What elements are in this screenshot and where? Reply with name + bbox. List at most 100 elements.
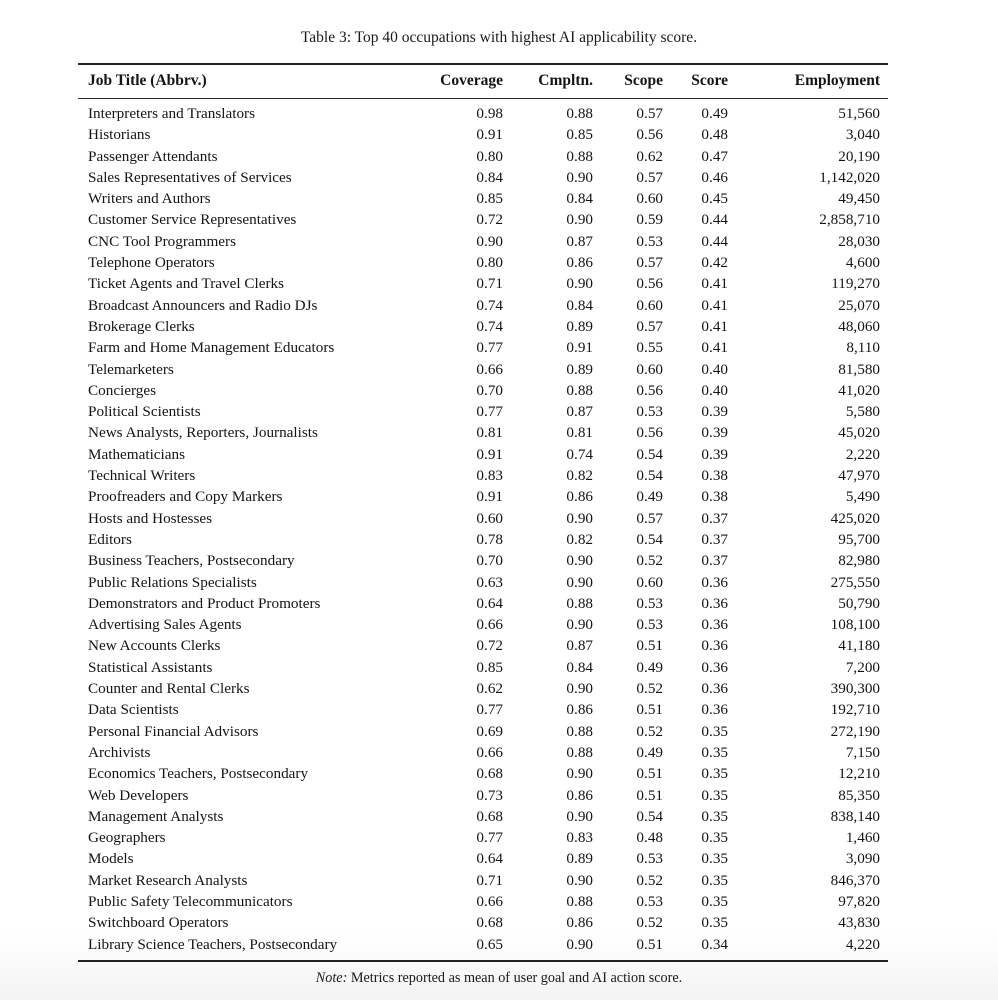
job-title-cell: Writers and Authors — [88, 190, 211, 208]
employment-cell: 82,980 — [838, 552, 880, 570]
completion-cell: 0.87 — [566, 637, 593, 655]
score-cell: 0.34 — [701, 935, 728, 953]
job-title-cell: Customer Service Representatives — [88, 211, 297, 229]
completion-cell: 0.90 — [566, 765, 593, 783]
completion-cell: 0.88 — [566, 105, 593, 122]
employment-cell: 5,490 — [845, 488, 880, 506]
employment-cell: 8,110 — [846, 339, 880, 357]
scope-cell: 0.53 — [636, 850, 663, 868]
score-cell: 0.36 — [701, 680, 728, 698]
score-cell: 0.42 — [701, 254, 728, 272]
coverage-cell: 0.74 — [476, 317, 503, 335]
completion-cell: 0.84 — [566, 296, 593, 314]
employment-cell: 95,700 — [838, 530, 880, 548]
employment-cell: 846,370 — [830, 871, 880, 889]
table-row: Web Developers 0.73 0.86 0.51 0.35 85,35… — [78, 785, 888, 806]
employment-cell: 3,090 — [845, 850, 880, 868]
completion-cell: 0.90 — [566, 680, 593, 698]
scope-cell: 0.53 — [636, 232, 663, 250]
coverage-cell: 0.64 — [476, 850, 503, 868]
table-row: Concierges 0.70 0.88 0.56 0.40 41,020 — [78, 380, 888, 401]
coverage-cell: 0.68 — [476, 914, 503, 932]
scope-cell: 0.49 — [636, 658, 663, 676]
employment-cell: 47,970 — [838, 467, 880, 485]
completion-cell: 0.86 — [566, 786, 593, 804]
score-cell: 0.35 — [701, 786, 728, 804]
score-cell: 0.36 — [701, 637, 728, 655]
coverage-cell: 0.70 — [476, 552, 503, 570]
employment-cell: 48,060 — [838, 317, 880, 335]
score-cell: 0.35 — [701, 807, 728, 825]
note-prefix: Note: — [315, 969, 348, 986]
job-title-cell: Broadcast Announcers and Radio DJs — [88, 296, 318, 314]
coverage-cell: 0.90 — [476, 232, 503, 250]
job-title-cell: Historians — [88, 126, 151, 144]
scope-cell: 0.52 — [636, 680, 663, 698]
column-header-employment: Employment — [728, 64, 888, 99]
table-row: Hosts and Hostesses 0.60 0.90 0.57 0.37 … — [78, 508, 888, 529]
scope-cell: 0.52 — [636, 552, 663, 570]
table-row: Personal Financial Advisors 0.69 0.88 0.… — [78, 721, 888, 742]
table-row: Mathematicians 0.91 0.74 0.54 0.39 2,220 — [78, 444, 888, 465]
coverage-cell: 0.73 — [476, 786, 503, 804]
score-cell: 0.35 — [701, 892, 728, 910]
coverage-cell: 0.72 — [476, 211, 503, 229]
job-title-cell: Interpreters and Translators — [88, 105, 256, 122]
employment-cell: 1,142,020 — [819, 168, 880, 186]
score-cell: 0.37 — [701, 509, 728, 527]
table-row: News Analysts, Reporters, Journalists 0.… — [78, 422, 888, 443]
scope-cell: 0.49 — [636, 743, 663, 761]
employment-cell: 12,210 — [838, 765, 880, 783]
job-title-cell: Economics Teachers, Postsecondary — [88, 765, 309, 783]
completion-cell: 0.81 — [566, 424, 593, 442]
score-cell: 0.35 — [701, 743, 728, 761]
coverage-cell: 0.74 — [476, 296, 503, 314]
job-title-cell: Farm and Home Management Educators — [88, 339, 335, 357]
score-cell: 0.35 — [701, 850, 728, 868]
completion-cell: 0.89 — [566, 317, 593, 335]
job-title-cell: Business Teachers, Postsecondary — [88, 552, 295, 570]
score-cell: 0.41 — [701, 296, 728, 314]
employment-cell: 2,858,710 — [819, 211, 880, 229]
job-title-cell: News Analysts, Reporters, Journalists — [88, 424, 318, 442]
employment-cell: 20,190 — [838, 147, 880, 165]
employment-cell: 7,150 — [845, 743, 880, 761]
completion-cell: 0.91 — [566, 339, 593, 357]
employment-cell: 838,140 — [830, 807, 880, 825]
coverage-cell: 0.91 — [476, 445, 503, 463]
scope-cell: 0.59 — [636, 211, 663, 229]
scope-cell: 0.53 — [636, 594, 663, 612]
score-cell: 0.41 — [701, 317, 728, 335]
completion-cell: 0.90 — [566, 807, 593, 825]
completion-cell: 0.90 — [566, 573, 593, 591]
completion-cell: 0.90 — [566, 616, 593, 634]
score-cell: 0.37 — [701, 552, 728, 570]
score-cell: 0.36 — [701, 573, 728, 591]
column-header-job-title: Job Title (Abbrv.) — [78, 64, 418, 99]
scope-cell: 0.62 — [636, 147, 663, 165]
job-title-cell: Telephone Operators — [88, 254, 215, 272]
employment-cell: 425,020 — [830, 509, 880, 527]
coverage-cell: 0.63 — [476, 573, 503, 591]
table-body: Interpreters and Translators 0.98 0.88 0… — [78, 99, 888, 961]
job-title-cell: Editors — [88, 530, 132, 548]
job-title-cell: Web Developers — [88, 786, 189, 804]
job-title-cell: Passenger Attendants — [88, 147, 218, 165]
coverage-cell: 0.77 — [476, 701, 503, 719]
scope-cell: 0.55 — [636, 339, 663, 357]
completion-cell: 0.88 — [566, 722, 593, 740]
completion-cell: 0.86 — [566, 254, 593, 272]
table-row: Counter and Rental Clerks 0.62 0.90 0.52… — [78, 678, 888, 699]
employment-cell: 4,220 — [845, 935, 880, 953]
completion-cell: 0.90 — [566, 211, 593, 229]
score-cell: 0.39 — [701, 424, 728, 442]
completion-cell: 0.83 — [566, 829, 593, 847]
job-title-cell: Mathematicians — [88, 445, 185, 463]
score-cell: 0.35 — [701, 829, 728, 847]
job-title-cell: Political Scientists — [88, 403, 201, 421]
coverage-cell: 0.64 — [476, 594, 503, 612]
completion-cell: 0.88 — [566, 147, 593, 165]
coverage-cell: 0.77 — [476, 829, 503, 847]
score-cell: 0.38 — [701, 488, 728, 506]
